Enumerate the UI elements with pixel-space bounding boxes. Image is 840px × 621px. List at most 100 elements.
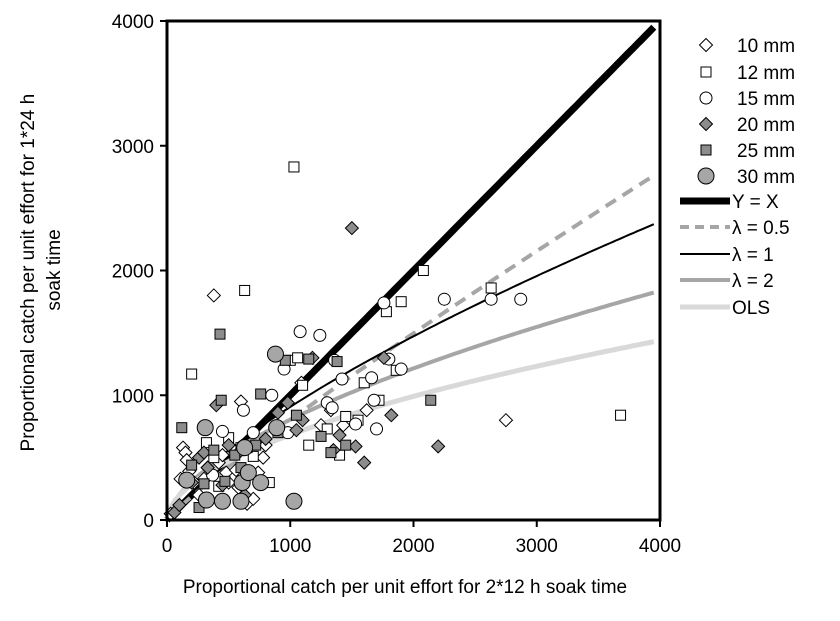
x-tick-label-2: 2000: [392, 536, 434, 557]
data-points: [163, 161, 627, 521]
point-s3-8: [221, 437, 236, 453]
point-s2-10: [325, 401, 339, 415]
y-tick-label-0: 0: [143, 511, 154, 532]
legend-label-3: 20 mm: [737, 115, 795, 136]
legend-label-4: 25 mm: [737, 141, 795, 162]
y-tick-label-4: 4000: [112, 12, 154, 33]
point-s3-13: [280, 395, 295, 410]
point-s1-16: [340, 410, 352, 422]
x-tick-label-0: 0: [162, 536, 173, 557]
x-tick-label-1: 1000: [269, 536, 311, 557]
point-s1-1: [200, 437, 212, 449]
legend-label-1: 12 mm: [737, 63, 795, 84]
point-s4-18: [325, 447, 337, 459]
y-tick-label-1: 1000: [112, 386, 154, 407]
legend-label-2: 15 mm: [737, 89, 795, 110]
legend-marker-4: [700, 144, 712, 156]
point-s3-19: [344, 220, 360, 236]
point-s3-18: [332, 427, 347, 443]
point-s2-17: [377, 296, 391, 310]
point-s3-5: [200, 460, 215, 475]
point-s3-4: [196, 445, 212, 460]
legend-label-line-2: λ = 1: [732, 245, 774, 266]
point-s2-8: [313, 328, 327, 342]
point-s2-19: [394, 362, 408, 376]
point-s4-17: [315, 430, 327, 442]
point-s5-10: [268, 419, 286, 437]
point-s5-11: [285, 492, 303, 510]
legend-label-line-3: λ = 2: [732, 271, 774, 292]
point-s1-22: [395, 296, 407, 308]
point-s3-12: [270, 405, 286, 420]
point-s1-13: [303, 439, 315, 451]
y-axis-title: Proportional catch per unit effort for 1…: [18, 89, 65, 452]
point-s1-14: [321, 423, 333, 435]
legend-marker-2: [699, 91, 713, 105]
point-s0-29: [359, 403, 374, 418]
point-s5-7: [239, 464, 257, 482]
point-s4-21: [425, 394, 437, 406]
legend-marker-0: [698, 37, 714, 53]
point-s5-0: [178, 471, 196, 489]
point-s4-8: [229, 449, 241, 461]
point-s3-21: [356, 455, 372, 470]
fit-line-0: [164, 24, 657, 523]
point-s5-8: [252, 474, 270, 492]
point-s4-16: [303, 353, 315, 365]
point-s2-22: [514, 292, 528, 306]
point-s2-3: [246, 426, 260, 440]
x-tick-label-4: 4000: [639, 536, 681, 557]
y-tick-label-2: 2000: [112, 262, 154, 283]
point-s0-23: [255, 450, 271, 465]
point-s1-10: [288, 161, 300, 173]
point-s4-6: [215, 394, 227, 406]
point-s2-1: [215, 424, 229, 438]
x-tick-label-3: 3000: [516, 536, 558, 557]
point-s4-7: [219, 475, 231, 487]
point-s2-16: [370, 422, 384, 436]
point-s4-15: [290, 409, 302, 421]
point-s1-25: [615, 409, 627, 421]
point-s5-2: [197, 491, 215, 509]
point-s4-12: [255, 388, 267, 400]
point-s5-3: [213, 492, 231, 510]
point-s4-1: [186, 459, 198, 471]
legend-label-line-0: Y = X: [732, 192, 779, 213]
point-s4-3: [198, 478, 210, 490]
legend-label-0: 10 mm: [737, 36, 795, 57]
point-s3-1: [172, 497, 187, 513]
point-s3-23: [384, 408, 399, 423]
point-s1-12: [297, 379, 309, 391]
point-s1-23: [417, 265, 429, 276]
point-s2-15: [367, 393, 381, 407]
point-s4-5: [214, 328, 226, 340]
axis-ticks: 0 1000 2000 3000 4000 0 1000 2000 3000 4000: [112, 12, 681, 557]
point-s3-24: [430, 439, 446, 454]
x-axis-title: Proportional catch per unit effort for 2…: [183, 577, 627, 598]
point-s1-7: [247, 450, 259, 462]
y-tick-label-3: 3000: [112, 137, 154, 158]
legend-marker-5: [697, 167, 715, 185]
y-axis-title-line-2: soak time: [44, 229, 65, 310]
point-s2-13: [349, 417, 363, 431]
point-s3-14: [289, 422, 304, 438]
point-s1-24: [485, 282, 497, 294]
legend-marker-1: [700, 66, 712, 78]
legend: 10 mm 12 mm 15 mm 20 mm 25 mm 30 mm Y = X λ = 0…: [680, 36, 795, 319]
point-s1-11: [292, 352, 304, 364]
point-s5-9: [266, 345, 284, 363]
y-axis-title-line-1: Proportional catch per unit effort for 1…: [18, 94, 39, 452]
point-s2-14: [365, 371, 379, 385]
point-s0-30: [498, 412, 514, 428]
point-s2-7: [293, 325, 307, 339]
point-s1-6: [239, 284, 251, 296]
point-s2-21: [484, 292, 498, 306]
point-s4-4: [208, 444, 220, 456]
point-s4-0: [176, 422, 188, 434]
point-s2-12: [335, 372, 349, 386]
point-s5-1: [196, 419, 214, 437]
point-s2-20: [437, 292, 451, 306]
point-s0-10: [206, 288, 222, 303]
